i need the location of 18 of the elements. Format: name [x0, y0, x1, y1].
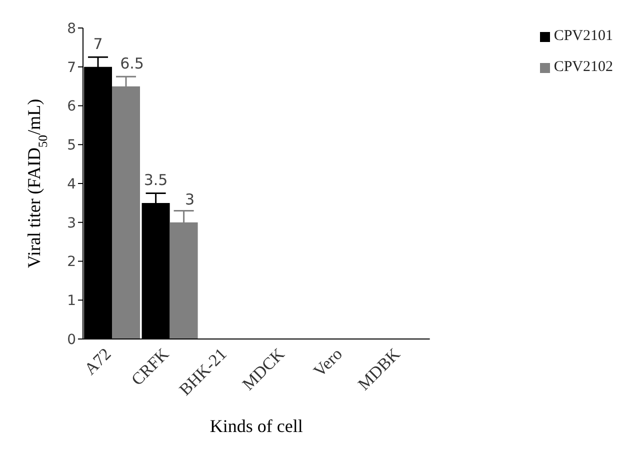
y-tick-label: 6	[67, 98, 76, 115]
y-tick-label: 5	[67, 138, 76, 154]
y-tick-label: 8	[67, 20, 76, 37]
x-axis-title: Kinds of cell	[210, 416, 303, 436]
y-tick-label: 1	[67, 293, 76, 310]
y-tick-label: 7	[67, 60, 76, 76]
x-tick-label: Vero	[310, 344, 346, 381]
data-label: 7	[93, 34, 103, 53]
y-tick-label: 0	[67, 332, 76, 348]
data-label: 3.5	[144, 170, 168, 189]
legend-label: CPV2101	[552, 28, 613, 45]
legend-label: CPV2102	[552, 59, 613, 76]
data-label: 3	[185, 190, 195, 208]
y-tick-label: 3	[67, 215, 76, 232]
y-tick-label: 4	[67, 176, 76, 192]
y-tick-label: 2	[67, 254, 76, 270]
x-tick-label: A72	[80, 344, 115, 379]
data-label: 6.5	[120, 54, 144, 72]
